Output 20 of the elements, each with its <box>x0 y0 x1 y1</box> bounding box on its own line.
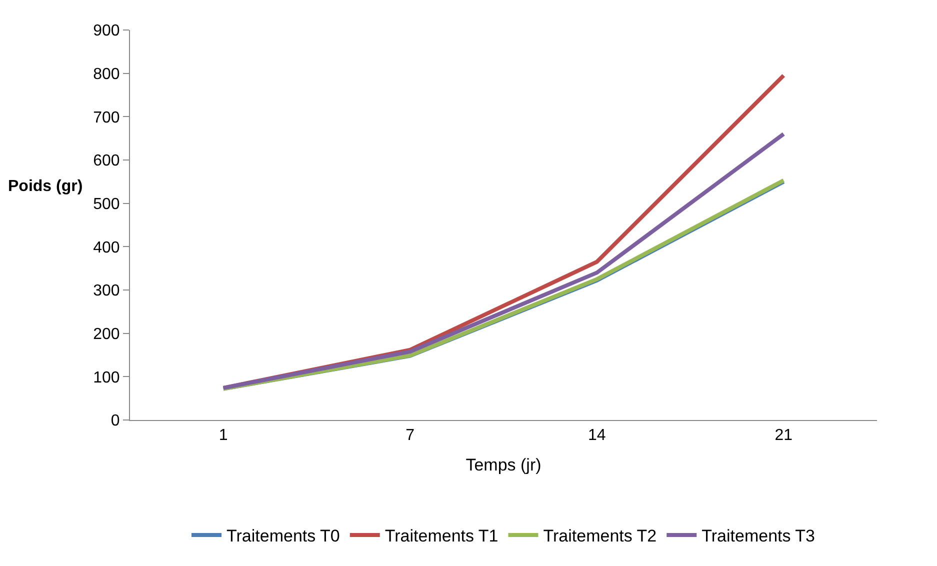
legend-label: Traitements T0 <box>226 526 340 546</box>
y-axis-title: Poids (gr) <box>8 178 83 195</box>
legend-label: Traitements T1 <box>384 526 498 546</box>
y-tick-label: 700 <box>93 109 120 126</box>
x-axis-title: Temps (jr) <box>466 456 542 475</box>
y-tick-label: 400 <box>93 239 120 256</box>
y-tick-label: 0 <box>110 412 120 430</box>
x-tick-label: 21 <box>774 427 793 444</box>
x-tick-label: 7 <box>406 427 415 444</box>
y-tick-label: 500 <box>93 196 120 213</box>
x-tick-label: 1 <box>218 427 228 444</box>
y-tick-label: 200 <box>93 326 120 343</box>
y-tick-label: 800 <box>93 66 120 83</box>
legend-label: Traitements T3 <box>702 526 815 546</box>
y-tick-label: 600 <box>93 152 120 170</box>
legend-label: Traitements T2 <box>543 526 657 546</box>
x-tick-label: 14 <box>588 427 606 444</box>
y-tick-label: 300 <box>93 282 120 300</box>
y-tick-label: 100 <box>93 369 120 386</box>
y-tick-label: 900 <box>93 22 120 40</box>
